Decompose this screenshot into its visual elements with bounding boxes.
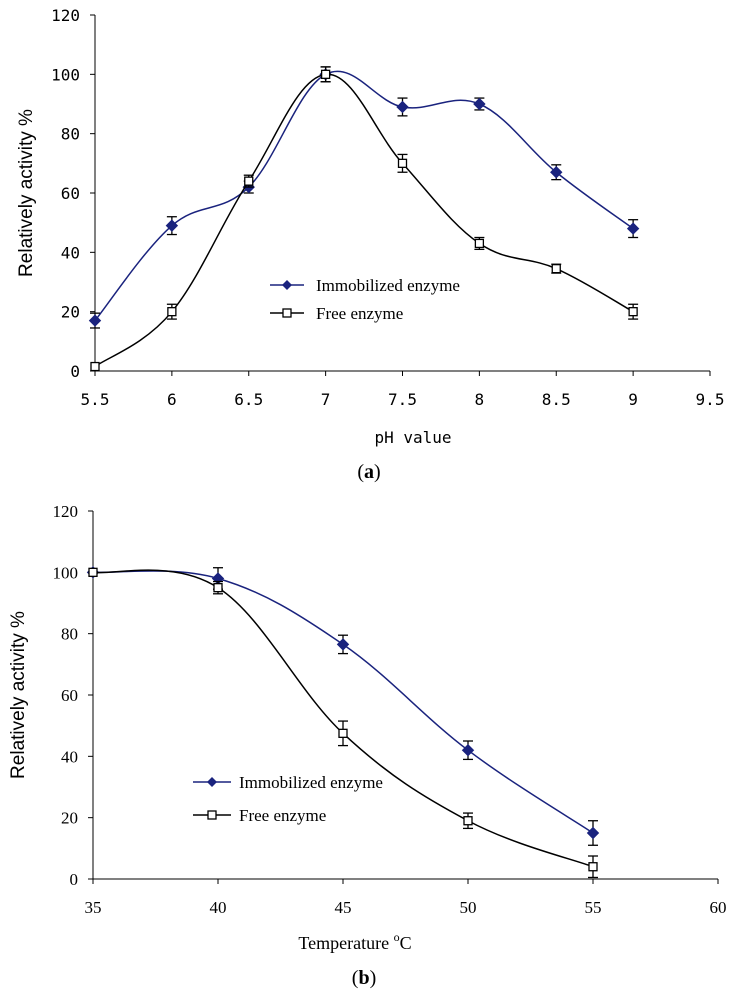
data-point xyxy=(550,166,563,179)
legend-label: Free enzyme xyxy=(239,806,326,825)
legend-entry: Free enzyme xyxy=(193,806,326,825)
x-tick-label: 7.5 xyxy=(388,390,417,409)
y-tick-label: 60 xyxy=(61,184,80,203)
panel-label-close: ) xyxy=(370,967,377,989)
x-axis-label-main: Temperature xyxy=(298,933,393,953)
series-line xyxy=(92,570,594,834)
x-axis-label: pH value xyxy=(374,428,451,447)
x-tick-label: 55 xyxy=(585,898,602,917)
x-tick-label: 8.5 xyxy=(542,390,571,409)
y-tick-label: 100 xyxy=(51,65,80,84)
x-tick-label: 50 xyxy=(460,898,477,917)
y-tick-label: 120 xyxy=(51,6,80,25)
y-tick-label: 20 xyxy=(61,303,80,322)
y-tick-label: 20 xyxy=(61,809,78,828)
data-point xyxy=(336,638,350,651)
data-point xyxy=(338,728,348,738)
legend-entry: Immobilized enzyme xyxy=(270,276,460,295)
x-tick-label: 35 xyxy=(85,898,102,917)
data-point xyxy=(628,307,638,317)
legend-marker xyxy=(282,280,292,290)
panel-label-close: ) xyxy=(374,461,381,483)
panel-label-open: ( xyxy=(357,461,364,483)
x-tick-label: 6.5 xyxy=(234,390,263,409)
panel-label-open: ( xyxy=(352,967,359,989)
legend-label: Free enzyme xyxy=(316,304,403,323)
series-line xyxy=(92,569,594,868)
panel-label: (b) xyxy=(352,967,376,989)
x-tick-label: 6 xyxy=(167,390,177,409)
y-tick-label: 80 xyxy=(61,125,80,144)
data-point xyxy=(90,361,100,372)
legend-marker xyxy=(207,810,217,820)
x-tick-label: 45 xyxy=(335,898,352,917)
y-tick-label: 100 xyxy=(53,563,79,582)
x-tick-label: 9 xyxy=(628,390,638,409)
x-tick-label: 5.5 xyxy=(81,390,110,409)
legend-entry: Immobilized enzyme xyxy=(193,773,383,792)
y-tick-label: 60 xyxy=(61,686,78,705)
series-free xyxy=(88,567,598,879)
data-point xyxy=(88,314,102,327)
data-point xyxy=(320,69,331,79)
panel-label-letter: a xyxy=(364,461,374,483)
y-tick-label: 120 xyxy=(53,502,79,521)
data-point xyxy=(461,743,475,757)
chart-panel-a: 0 20 40 60 80 100 120 5.5 6 6.5 7 7.5 8 8.5 9 9.5 Relati… xyxy=(16,6,724,483)
x-tick-label: 7 xyxy=(321,390,331,409)
data-point xyxy=(588,862,598,872)
legend-label: Immobilized enzyme xyxy=(239,773,383,792)
series-line xyxy=(94,73,634,368)
panel-label-letter: b xyxy=(358,967,369,989)
data-point xyxy=(167,307,177,317)
data-point xyxy=(586,826,600,840)
legend-marker xyxy=(282,308,292,318)
data-point xyxy=(88,567,98,577)
x-tick-label: 9.5 xyxy=(696,390,725,409)
degree-superscript: o xyxy=(394,930,400,944)
y-tick-label: 0 xyxy=(70,870,79,889)
data-point xyxy=(463,816,473,826)
x-axis-label-unit: C xyxy=(400,933,412,953)
legend-label: Immobilized enzyme xyxy=(316,276,460,295)
y-axis-label: Relatively activity % xyxy=(8,611,29,779)
y-tick-label: 40 xyxy=(61,747,78,766)
data-point xyxy=(473,97,486,111)
x-tick-label: 8 xyxy=(475,390,485,409)
data-point xyxy=(165,219,179,232)
y-axis-label: Relatively activity % xyxy=(16,109,37,277)
y-tick-label: 0 xyxy=(70,362,80,381)
panel-label: (a) xyxy=(357,461,380,483)
data-point xyxy=(397,158,408,168)
data-point xyxy=(474,238,485,249)
legend-entry: Free enzyme xyxy=(270,304,403,323)
data-point xyxy=(626,222,640,235)
y-tick-label: 40 xyxy=(61,243,80,262)
series-immobilized xyxy=(86,566,600,846)
x-tick-label: 60 xyxy=(710,898,727,917)
chart-panel-b: 0 20 40 60 80 100 120 35 40 45 50 55 60 Relatively ac… xyxy=(8,502,727,989)
legend-marker xyxy=(207,777,217,787)
data-point xyxy=(244,176,254,186)
data-point xyxy=(396,100,409,114)
data-point xyxy=(213,583,223,593)
x-axis-label: Temperature oC xyxy=(298,930,411,953)
x-tick-label: 40 xyxy=(210,898,227,917)
series-free xyxy=(90,66,639,372)
y-tick-label: 80 xyxy=(61,625,78,644)
data-point xyxy=(551,263,561,274)
